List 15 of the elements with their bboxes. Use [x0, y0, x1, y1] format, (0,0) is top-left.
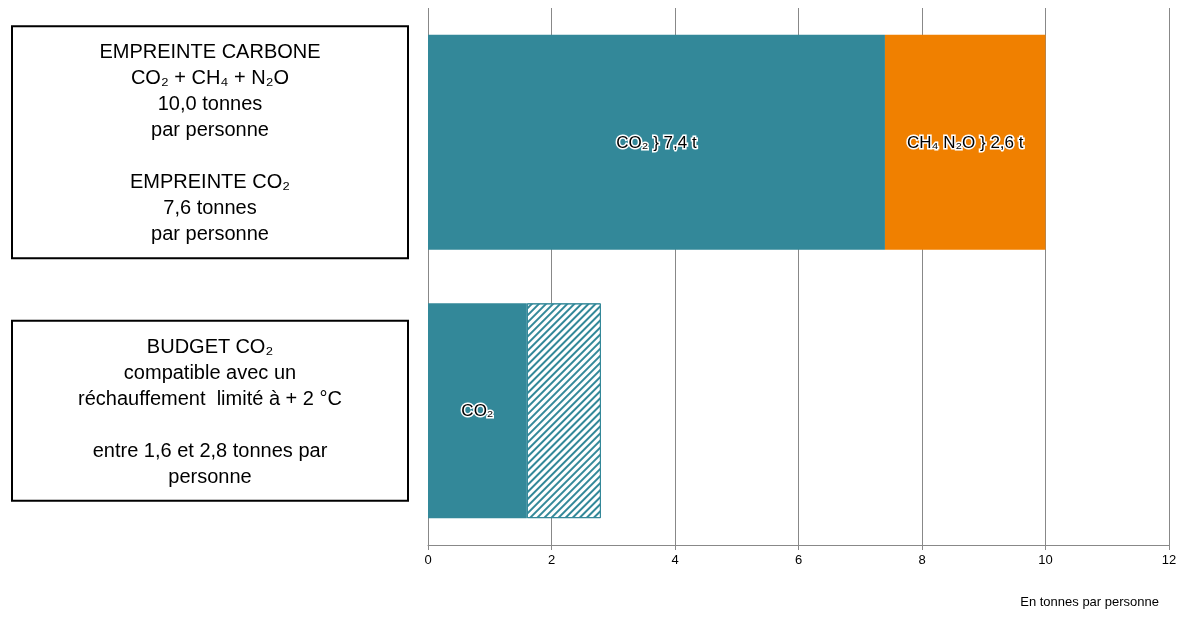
x-tick-label: 8 — [918, 552, 926, 567]
bar — [884, 34, 1046, 250]
data-label: CO₂ } 7,4 t — [616, 132, 697, 152]
x-tick-label: 0 — [424, 552, 432, 567]
x-axis-title: En tonnes par personne — [1020, 594, 1159, 609]
data-label: CH₄ N₂O } 2,6 t — [906, 132, 1024, 152]
category-label: BUDGET CO₂ compatible avec un réchauffement limité à + 2 °C entre 1,6 et 2,8 tonnes par personne — [78, 334, 342, 487]
bar — [428, 34, 885, 250]
x-tick-label: 12 — [1161, 552, 1177, 567]
data-label: CO₂ — [461, 401, 494, 421]
x-tick-label: 10 — [1038, 552, 1053, 567]
x-tick-label: 2 — [547, 552, 556, 567]
category-label: EMPREINTE CARBONE CO₂ + CH₄ + N₂O 10,0 tonnes par personne EMPREINTE CO₂ 7,6 tonnes par personne — [99, 40, 321, 245]
x-tick-label: 4 — [671, 552, 679, 567]
x-tick-label: 6 — [794, 552, 803, 567]
